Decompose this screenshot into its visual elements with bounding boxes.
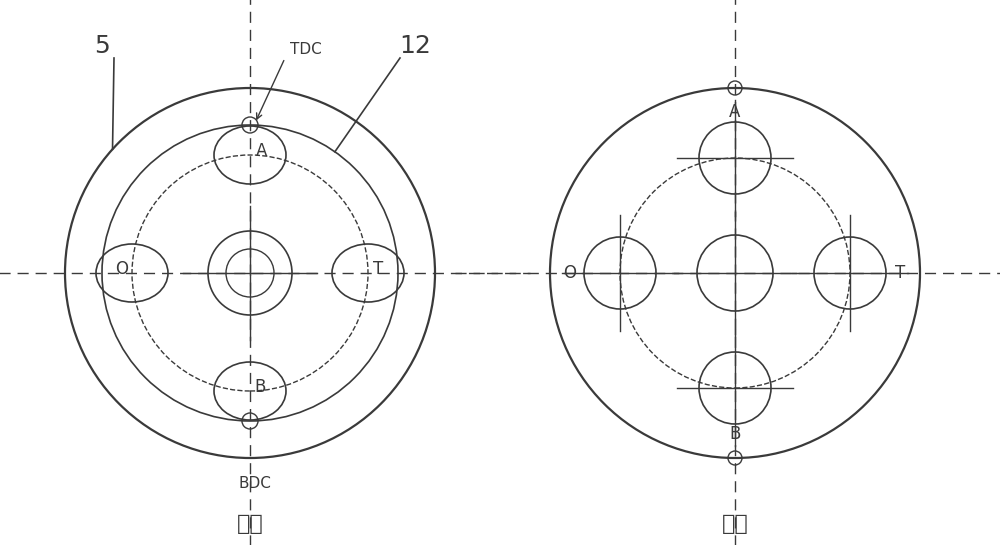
Text: 5: 5 [94, 34, 110, 58]
Text: T: T [895, 264, 905, 282]
Text: 后端: 后端 [722, 514, 748, 534]
Text: B: B [729, 425, 741, 443]
Text: O: O [564, 264, 576, 282]
Text: A: A [729, 103, 741, 121]
Text: A: A [256, 142, 268, 160]
Text: B: B [254, 378, 266, 396]
Text: O: O [116, 260, 128, 278]
Text: TDC: TDC [290, 43, 322, 58]
Text: T: T [373, 260, 383, 278]
Text: 12: 12 [399, 34, 431, 58]
Text: 前端: 前端 [237, 514, 263, 534]
Text: BDC: BDC [239, 476, 271, 491]
